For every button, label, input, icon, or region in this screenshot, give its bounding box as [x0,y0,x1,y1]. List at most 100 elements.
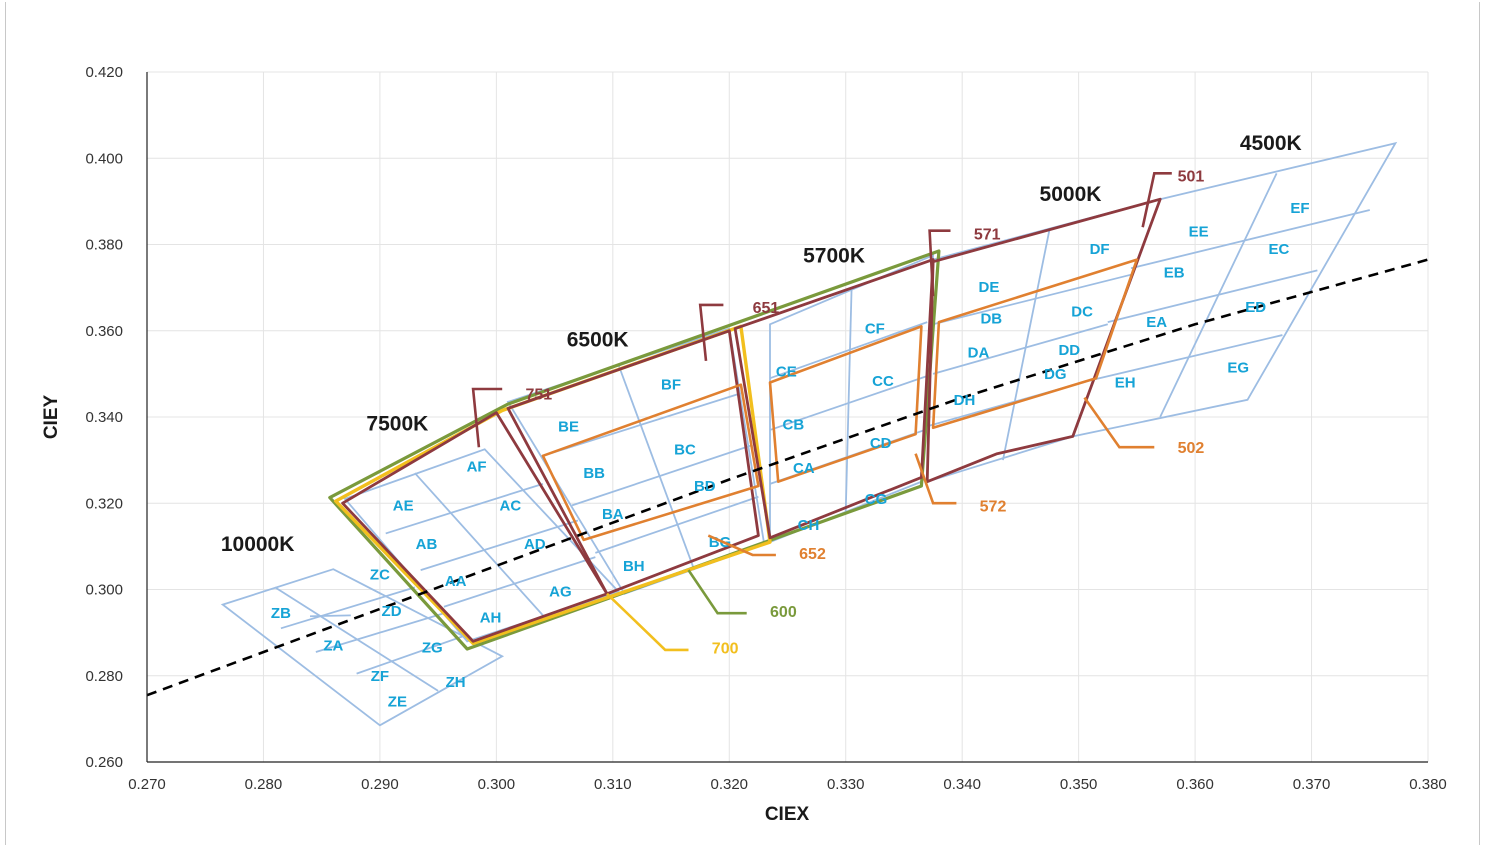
bin-region [1071,141,1398,438]
bin-label: DD [1058,342,1080,359]
callout-leader [606,592,689,652]
bin-label: CE [776,364,797,381]
y-axis-title: CIEY [41,395,62,440]
x-tick-label: 0.290 [361,776,399,793]
callout-label: 652 [799,546,826,563]
cct-label: 5700K [803,244,865,267]
bin-divider [769,321,928,380]
bin-label: AG [549,584,572,601]
cct-label: 6500K [567,328,629,351]
bin-divider [356,633,468,675]
bin-divider [1107,269,1318,323]
bin-label: BB [583,465,605,482]
axes: 0.270 0.280 0.290 0.300 0.310 0.320 0.330 0.340… [85,64,1446,793]
bin-label: DG [1044,366,1067,383]
bin-divider [932,273,1132,326]
y-tick-label: 0.360 [85,323,123,340]
x-tick-label: 0.280 [245,776,283,793]
callout-label: 751 [525,386,552,403]
bin-label: DH [954,392,976,409]
x-tick-label: 0.270 [128,776,166,793]
bin-divider [420,519,579,571]
x-tick-label: 0.330 [827,776,865,793]
bin-label: AF [467,459,487,476]
bin-label: EA [1146,314,1167,331]
bin-label: CH [798,517,820,534]
y-tick-label: 0.280 [85,668,123,685]
bin-label: CD [870,435,892,452]
maroon-outline-651 [506,329,760,596]
bin-label: ZA [323,638,343,655]
bin-label: AE [393,497,414,514]
callout-leader [698,303,724,362]
bin-divider [571,444,753,507]
bin-divider [310,614,351,618]
callout-leader [1083,396,1155,449]
orange-outline-502 [931,258,1139,430]
chart-frame [5,2,1480,845]
bin-label: CG [865,491,888,508]
bin-label: ED [1245,299,1266,316]
bin-label: BD [694,478,716,495]
bin-divider [844,289,853,512]
planckian-locus [146,258,1429,697]
x-axis-title: CIEX [765,804,810,825]
bin-label: ZH [446,674,466,691]
bin-label: EF [1290,200,1309,217]
callout-leader [471,387,503,448]
callout-leader [687,569,747,615]
orange-outline-652 [541,383,760,542]
x-tick-label: 0.320 [710,776,748,793]
y-tick-label: 0.380 [85,237,123,254]
x-tick-label: 0.370 [1293,776,1331,793]
bin-divider [1130,209,1370,270]
bin-label: AD [524,536,546,553]
bin-label: AC [500,497,522,514]
bin-divider [932,323,1108,375]
y-tick-label: 0.420 [85,64,123,81]
callout-leader [1141,172,1172,228]
bin-label: ZF [371,668,389,685]
bin-label: CA [793,460,815,477]
cct-label: 5000K [1040,183,1102,206]
bin-label: BH [623,558,645,575]
cct-labels: 10000K 7500K 6500K 5700K 5000K 4500K [221,132,1302,556]
bin-divider [315,612,445,653]
bin-label: CC [872,373,894,390]
bin-label: EE [1189,224,1209,241]
callout-label: 700 [712,641,739,658]
bin-label: DC [1071,303,1093,320]
bin-label: EG [1227,359,1249,376]
x-tick-label: 0.300 [478,776,516,793]
cct-label: 7500K [366,412,428,435]
bin-label: DE [979,279,1000,296]
bin-label: BC [674,441,696,458]
bin-divider [280,586,416,630]
bin-divider [385,482,544,535]
bin-label: ZB [271,605,291,622]
y-tick-label: 0.340 [85,409,123,426]
orange-outline-572 [768,325,923,484]
bin-label: ZE [388,694,407,711]
callout-label: 572 [980,498,1007,515]
bin-label: EB [1164,265,1185,282]
y-tick-label: 0.260 [85,754,123,771]
bin-labels: ZB ZC ZD ZA ZG ZF ZH ZE AE AF AB AC AA AD AH AG BE BF BB BC… [271,200,1310,711]
planckian-locus-line [146,258,1429,697]
bin-label: ZD [382,603,402,620]
bin-divider [542,392,742,457]
bin-label: BE [558,418,579,435]
bin-label: AH [480,610,502,627]
bin-label: CB [782,416,804,433]
bin-label: ZG [422,640,443,657]
bin-label: ZC [370,566,390,583]
bin-divider [595,495,759,554]
callout-label: 571 [974,227,1001,244]
callout-label: 651 [753,300,780,317]
y-tick-label: 0.320 [85,495,123,512]
callout-label: 501 [1178,169,1205,186]
bin-divider [617,364,696,571]
bin-label: DF [1090,241,1110,258]
callout-leader [914,453,957,505]
